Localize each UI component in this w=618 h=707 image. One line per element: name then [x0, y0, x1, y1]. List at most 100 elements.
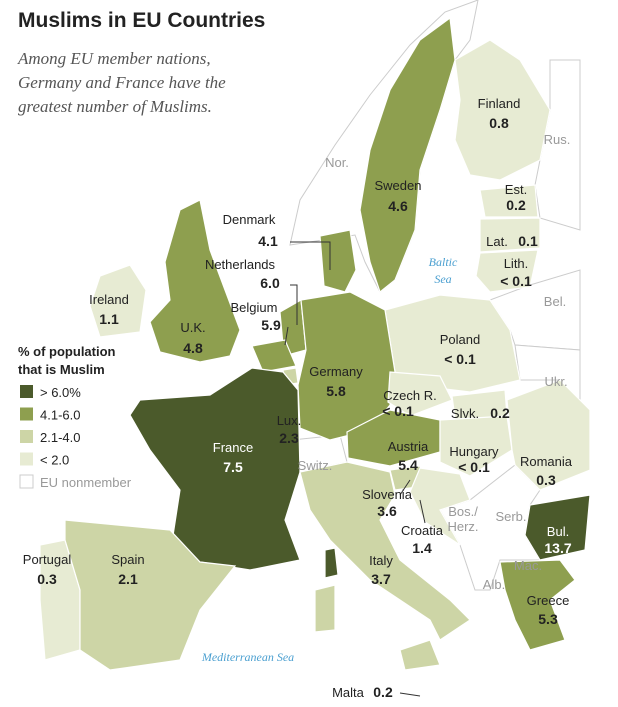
country-value: < 0.1	[458, 459, 490, 475]
country-value: 0.1	[518, 233, 538, 249]
country-name: Slvk.	[451, 406, 479, 421]
denmark	[319, 229, 357, 293]
greece	[499, 559, 576, 651]
country-value: 0.2	[506, 197, 526, 213]
subtitle: Among EU member nations,	[17, 49, 211, 68]
country-value: 0.2	[373, 684, 393, 700]
legend-swatch	[19, 474, 34, 489]
country-name: Belgium	[231, 300, 278, 315]
nonmember-label: Switz.	[298, 458, 333, 473]
hungary	[439, 415, 513, 477]
legend: % of population that is Muslim > 6.0% 4.1…	[18, 344, 132, 490]
country-name: Bul.	[547, 524, 569, 539]
country-name: Croatia	[401, 523, 444, 538]
romania	[506, 379, 591, 491]
country-name: Romania	[520, 454, 573, 469]
country-name: Malta	[332, 685, 365, 700]
estonia	[479, 184, 539, 218]
country-name: Lat.	[486, 234, 508, 249]
country-value: 3.6	[377, 503, 397, 519]
finland	[454, 39, 551, 181]
sweden	[359, 16, 456, 294]
nonmember-label: Serb.	[495, 509, 526, 524]
nonmember-label: Alb.	[483, 577, 505, 592]
leader-lines	[284, 241, 426, 697]
legend-title: that is Muslim	[18, 362, 105, 377]
country-value: < 0.1	[500, 273, 532, 289]
latvia	[479, 217, 541, 253]
country-name: Ireland	[89, 292, 129, 307]
sea-label: Mediterranean Sea	[201, 650, 294, 664]
country-value: 2.3	[279, 430, 299, 446]
sardinia	[314, 584, 336, 633]
country-value: 5.4	[398, 457, 418, 473]
subtitle: Germany and France have the	[18, 73, 226, 92]
country-name: U.K.	[180, 320, 205, 335]
legend-label: EU nonmember	[40, 475, 132, 490]
nonmember-label: Bel.	[544, 294, 566, 309]
belgium	[251, 339, 297, 373]
legend-label: 2.1-4.0	[40, 430, 80, 445]
legend-label: 4.1-6.0	[40, 408, 80, 423]
legend-swatch	[20, 430, 33, 443]
country-name: Slovenia	[362, 487, 413, 502]
nonmember-label: Rus.	[544, 132, 571, 147]
country-value: 0.3	[536, 472, 556, 488]
country-name: Netherlands	[205, 257, 276, 272]
country-name: Lux.	[277, 413, 302, 428]
country-value: 4.8	[183, 340, 203, 356]
bulgaria	[524, 494, 591, 561]
country-name: Est.	[505, 182, 527, 197]
croatia	[409, 467, 471, 546]
sea-label: Sea	[434, 272, 451, 286]
nonmember-label: Nor.	[325, 155, 349, 170]
country-value: 5.3	[538, 611, 558, 627]
country-name: Austria	[388, 439, 429, 454]
ireland	[89, 264, 147, 338]
spain	[64, 519, 237, 671]
country-value: < 0.1	[444, 351, 476, 367]
country-name: Sweden	[375, 178, 422, 193]
legend-swatch	[20, 407, 33, 421]
corsica	[324, 547, 339, 579]
country-value: 2.1	[118, 571, 138, 587]
france	[129, 367, 301, 571]
lithuania	[475, 249, 539, 293]
legend-label: > 6.0%	[40, 385, 81, 400]
country-value: 0.2	[490, 405, 510, 421]
country-value: 5.9	[261, 317, 281, 333]
legend-title: % of population	[18, 344, 116, 359]
sea-label: Baltic	[429, 255, 458, 269]
country-name: Portugal	[23, 552, 72, 567]
country-name: Lith.	[504, 256, 529, 271]
legend-swatch	[20, 452, 33, 466]
country-value: 3.7	[371, 571, 391, 587]
country-name: France	[213, 440, 253, 455]
legend-swatch	[20, 385, 33, 398]
nonmember-label: Bos./	[448, 504, 478, 519]
nonmember-label: Mac.	[514, 558, 542, 573]
country-name: Poland	[440, 332, 480, 347]
title: Muslims in EU Countries	[18, 9, 265, 32]
country-value: 0.8	[489, 115, 509, 131]
country-name: Spain	[111, 552, 144, 567]
subtitle: greatest number of Muslims.	[18, 97, 212, 116]
nonmember-label: Herz.	[447, 519, 478, 534]
italy	[299, 461, 471, 641]
country-name: Finland	[478, 96, 521, 111]
united-kingdom	[149, 199, 241, 363]
country-value: 13.7	[544, 540, 571, 556]
country-name: Czech R.	[383, 388, 436, 403]
country-value: 4.1	[258, 233, 278, 249]
country-name: Germany	[309, 364, 363, 379]
country-value: 7.5	[223, 459, 243, 475]
country-name: Italy	[369, 553, 393, 568]
country-value: 6.0	[260, 275, 280, 291]
country-value: 1.1	[99, 311, 119, 327]
legend-label: < 2.0	[40, 453, 69, 468]
country-name: Greece	[527, 593, 570, 608]
country-value: 4.6	[388, 198, 408, 214]
sicily	[399, 639, 441, 671]
